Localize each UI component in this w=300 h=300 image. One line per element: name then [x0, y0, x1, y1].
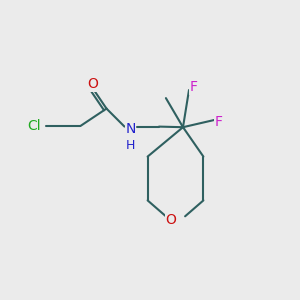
- Text: O: O: [166, 214, 176, 227]
- Text: F: F: [215, 115, 223, 128]
- Text: H: H: [126, 139, 135, 152]
- Text: O: O: [88, 77, 98, 91]
- Text: N: N: [125, 122, 136, 136]
- Text: Cl: Cl: [28, 119, 41, 133]
- Text: F: F: [190, 80, 197, 94]
